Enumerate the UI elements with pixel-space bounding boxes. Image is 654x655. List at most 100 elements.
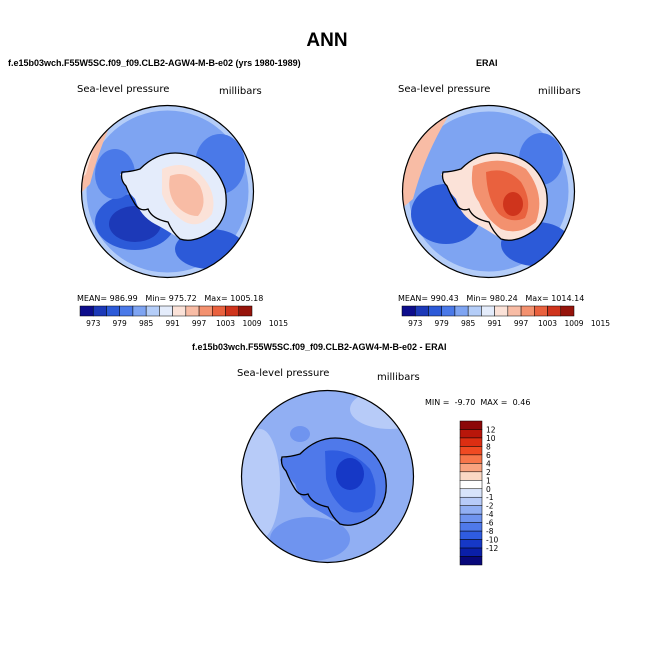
colorbar-tick-label: 0 (486, 485, 491, 494)
colorbar-swatch (494, 305, 509, 317)
colorbar-swatch (459, 547, 483, 557)
map-coastline (280, 437, 387, 526)
colorbar-tick-label: 979 (113, 319, 128, 328)
colorbar-tick-label: -8 (486, 527, 494, 536)
colorbar-swatch (459, 530, 483, 540)
max-label: Max= (204, 294, 228, 303)
colorbar-tick-label: -12 (486, 544, 498, 553)
colorbar-tick-label: 985 (139, 319, 154, 328)
colorbar-tick-label: 1009 (242, 319, 261, 328)
colorbar-swatch (459, 496, 483, 506)
colorbar-tick-label: 991 (487, 319, 502, 328)
map-coastline (441, 152, 548, 241)
colorbar-swatch (459, 454, 483, 464)
colorbar-swatch (459, 429, 483, 439)
min-value: 975.72 (168, 294, 197, 303)
colorbar-tick-label: 985 (461, 319, 476, 328)
map-negative-south (270, 517, 350, 561)
obs-units-label: millibars (538, 86, 581, 97)
map-high-pressure-peak (503, 192, 523, 216)
colorbar-swatch (459, 480, 483, 490)
max-label: MAX = (480, 398, 508, 407)
model-stats: MEAN= 986.99 Min= 975.72 Max= 1005.18 (77, 294, 263, 303)
diff-variable-label: Sea-level pressure (237, 368, 330, 379)
colorbar-tick-label: 1015 (591, 319, 610, 328)
diff-panel-title: f.e15b03wch.F55W5SC.f09_f09.CLB2-AGW4-M-… (192, 342, 447, 352)
min-value: 980.24 (489, 294, 518, 303)
colorbar-tick-label: 973 (408, 319, 423, 328)
colorbar-tick-label: -1 (486, 493, 494, 502)
obs-stats: MEAN= 990.43 Min= 980.24 Max= 1014.14 (398, 294, 584, 303)
min-label: MIN = (425, 398, 450, 407)
colorbar-tick-label: 1003 (538, 319, 557, 328)
colorbar-swatch (467, 305, 482, 317)
map-boundary (401, 104, 576, 279)
colorbar-tick-label: 1003 (216, 319, 235, 328)
colorbar-tick-label: 2 (486, 468, 491, 477)
colorbar-swatch (459, 437, 483, 447)
colorbar-swatch (459, 463, 483, 473)
map-near-zero-ne (350, 390, 414, 429)
model-panel-title: f.e15b03wch.F55W5SC.f09_f09.CLB2-AGW4-M-… (8, 58, 301, 68)
colorbar-swatch (92, 305, 107, 317)
mean-value: 990.43 (430, 294, 459, 303)
colorbar-swatch (225, 305, 240, 317)
colorbar-tick-label: -6 (486, 519, 494, 528)
min-value: -9.70 (454, 398, 476, 407)
colorbar-swatch (459, 488, 483, 498)
colorbar-swatch (441, 305, 456, 317)
colorbar-tick-label: 10 (486, 434, 496, 443)
colorbar-swatch (159, 305, 173, 317)
colorbar-swatch (459, 446, 483, 456)
max-label: Max= (525, 294, 549, 303)
map-negative-spot (290, 426, 310, 442)
colorbar-tick-label: 1 (486, 476, 491, 485)
model-polar-map (80, 104, 255, 279)
mean-value: 986.99 (109, 294, 138, 303)
colorbar-tick-label: 6 (486, 451, 491, 460)
colorbar-swatch (79, 305, 94, 317)
colorbar-swatch (459, 556, 483, 566)
colorbar-swatch (520, 305, 535, 317)
colorbar-swatch (238, 305, 253, 317)
max-value: 0.46 (512, 398, 531, 407)
map-coastline (120, 152, 227, 241)
colorbar-swatch (119, 305, 134, 317)
obs-colorbar: 973 979 985 991 997 1003 1009 1015 (401, 305, 610, 328)
page-title: ANN (306, 30, 348, 51)
colorbar-swatch (459, 522, 483, 532)
max-value: 1005.18 (230, 294, 264, 303)
colorbar-tick-label: 1009 (564, 319, 583, 328)
colorbar-swatch (198, 305, 213, 317)
map-antarctic-minimum (336, 458, 364, 490)
map-boundary (80, 104, 255, 279)
colorbar-tick-label: 4 (486, 459, 491, 468)
colorbar-swatch (459, 420, 483, 430)
obs-variable-label: Sea-level pressure (398, 84, 491, 95)
colorbar-tick-label: 1015 (269, 319, 288, 328)
colorbar-tick-label: -4 (486, 510, 494, 519)
colorbar-swatch (547, 305, 562, 317)
map-high-pressure-core (169, 173, 204, 216)
model-colorbar: 973 979 985 991 997 1003 1009 1015 (79, 305, 288, 328)
mean-label: MEAN= (77, 294, 108, 303)
colorbar-tick-label: 973 (86, 319, 101, 328)
colorbar-swatch (106, 305, 120, 317)
colorbar-swatch (560, 305, 575, 317)
colorbar-tick-label: 979 (435, 319, 450, 328)
diff-polar-map (240, 389, 415, 564)
colorbar-swatch (481, 305, 495, 317)
colorbar-swatch (534, 305, 548, 317)
colorbar-tick-label: -10 (486, 536, 498, 545)
map-boundary (240, 389, 415, 564)
colorbar-swatch (401, 305, 416, 317)
colorbar-swatch (145, 305, 160, 317)
colorbar-swatch (428, 305, 442, 317)
colorbar-swatch (459, 513, 483, 523)
diff-stats: MIN = -9.70 MAX = 0.46 (425, 398, 530, 407)
colorbar-swatch (172, 305, 187, 317)
model-variable-label: Sea-level pressure (77, 84, 170, 95)
colorbar-tick-label: 997 (192, 319, 207, 328)
map-near-zero-west (241, 429, 280, 539)
obs-panel-title: ERAI (476, 58, 498, 68)
